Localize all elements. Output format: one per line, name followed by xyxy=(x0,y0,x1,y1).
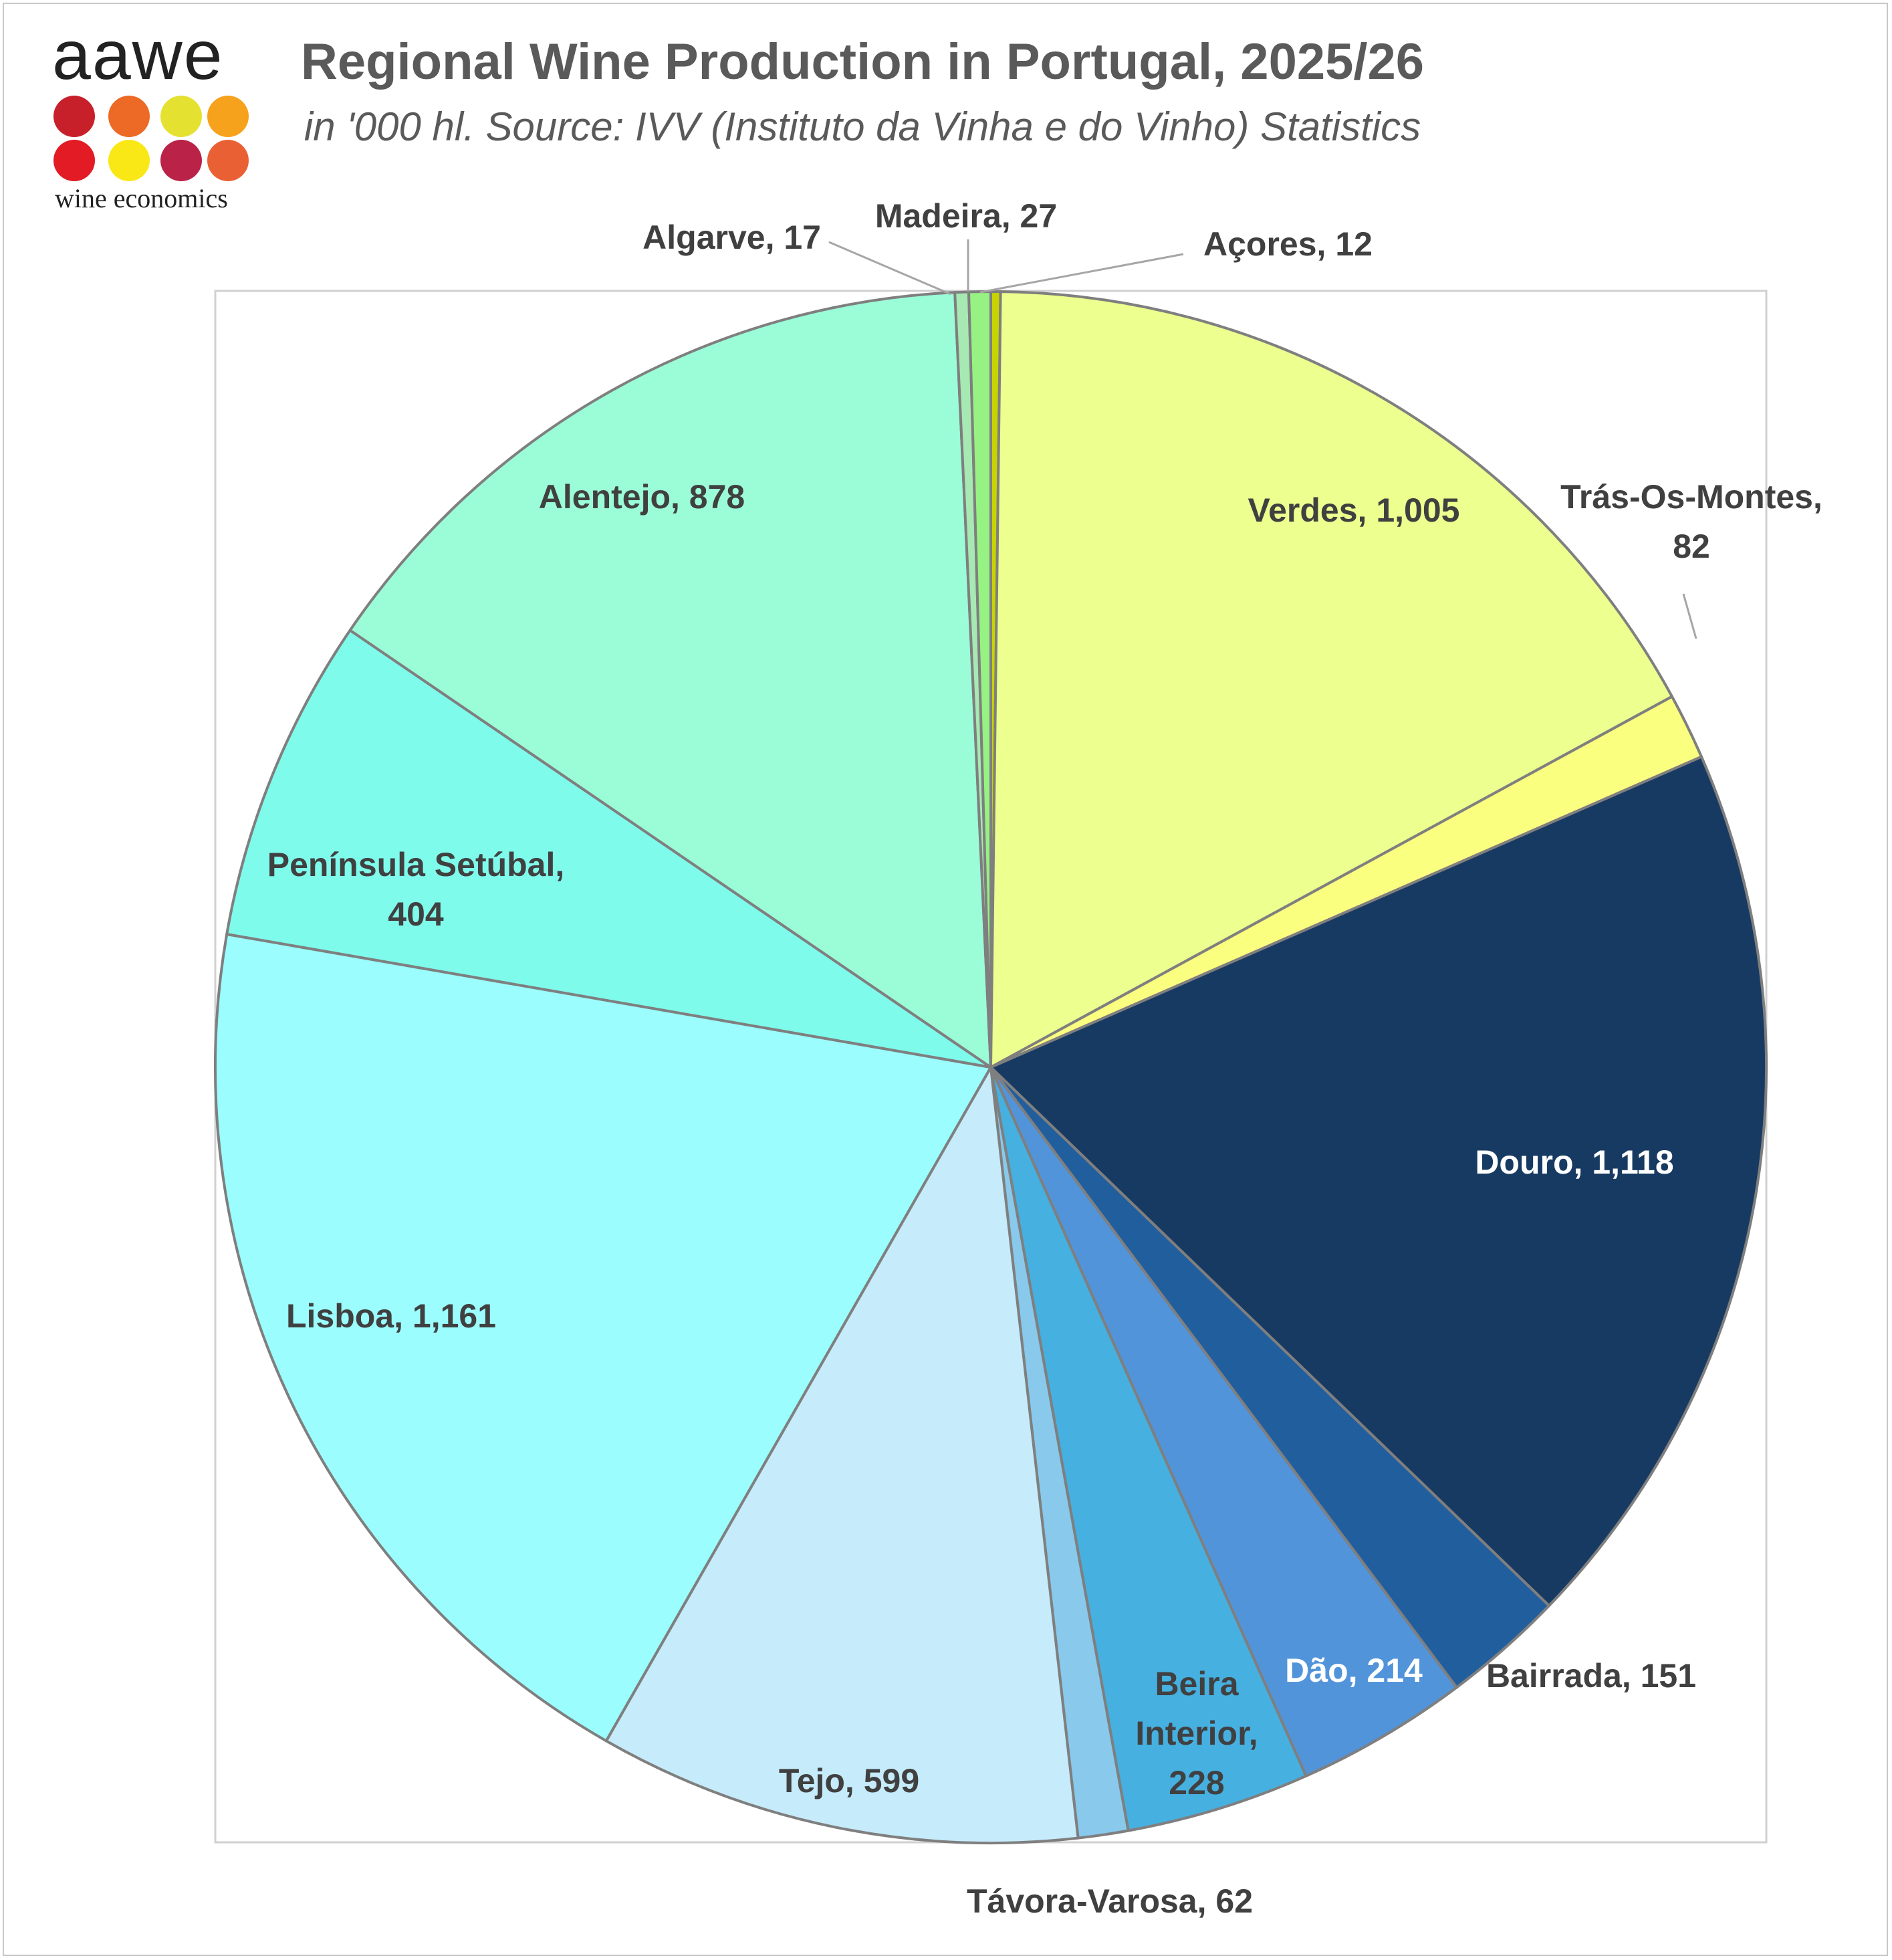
data-label: Açores, 12 xyxy=(1203,225,1373,263)
data-label: Madeira, 27 xyxy=(875,197,1057,235)
pie-slice-beira-interior xyxy=(989,1066,1308,1832)
pie-slice-verdes xyxy=(989,290,1673,1069)
data-label: Beira Interior, 228 xyxy=(1135,1665,1258,1802)
data-label: Bairrada, 151 xyxy=(1486,1657,1696,1695)
logo-dot xyxy=(207,96,249,137)
pie-slice-douro xyxy=(989,755,1768,1608)
pie-slice-tejo xyxy=(604,1066,1080,1844)
logo-dot xyxy=(53,140,95,181)
chart-title: Regional Wine Production in Portugal, 20… xyxy=(301,33,1424,90)
leader-lines xyxy=(828,239,1697,639)
logo-tagline: wine economics xyxy=(55,183,228,213)
pie-slice-alentejo xyxy=(348,291,992,1069)
pie-slices xyxy=(214,290,1768,1844)
chart-subtitle: in '000 hl. Source: IVV (Instituto da Vi… xyxy=(304,104,1421,149)
pie-slice-pen-nsula-set-bal xyxy=(225,629,992,1069)
pie-slice-lisboa xyxy=(214,932,992,1743)
logo-dots xyxy=(53,96,249,181)
data-label: Península Setúbal, 404 xyxy=(267,846,565,933)
logo-wordmark: aawe xyxy=(52,17,224,94)
leader-line xyxy=(979,253,1184,294)
logo-dot xyxy=(53,96,95,137)
aawe-logo: aawe wine economics xyxy=(52,17,249,213)
data-label: Algarve, 17 xyxy=(642,219,821,256)
logo-dot xyxy=(207,140,249,181)
data-label: Lisboa, 1,161 xyxy=(286,1297,496,1335)
data-label: Trás-Os-Montes, 82 xyxy=(1560,478,1822,565)
data-label: Verdes, 1,005 xyxy=(1248,492,1460,529)
logo-dot xyxy=(108,140,150,181)
data-label: Douro, 1,118 xyxy=(1475,1144,1673,1181)
logo-dot xyxy=(160,96,202,137)
logo-dot xyxy=(108,96,150,137)
pie-slice-madeira xyxy=(967,290,992,1069)
leader-line xyxy=(828,241,951,296)
data-label: Távora-Varosa, 62 xyxy=(967,1882,1253,1920)
data-label: Dão, 214 xyxy=(1285,1652,1423,1689)
data-label: Tejo, 599 xyxy=(779,1762,919,1800)
pie-slice-d-o xyxy=(989,1066,1458,1777)
leader-line xyxy=(1682,593,1697,639)
data-labels: Açores, 12 Verdes, 1,005 Trás-Os-Montes, 82… xyxy=(267,197,1822,1920)
logo-dot xyxy=(160,140,202,181)
data-label: Alentejo, 878 xyxy=(539,478,745,516)
